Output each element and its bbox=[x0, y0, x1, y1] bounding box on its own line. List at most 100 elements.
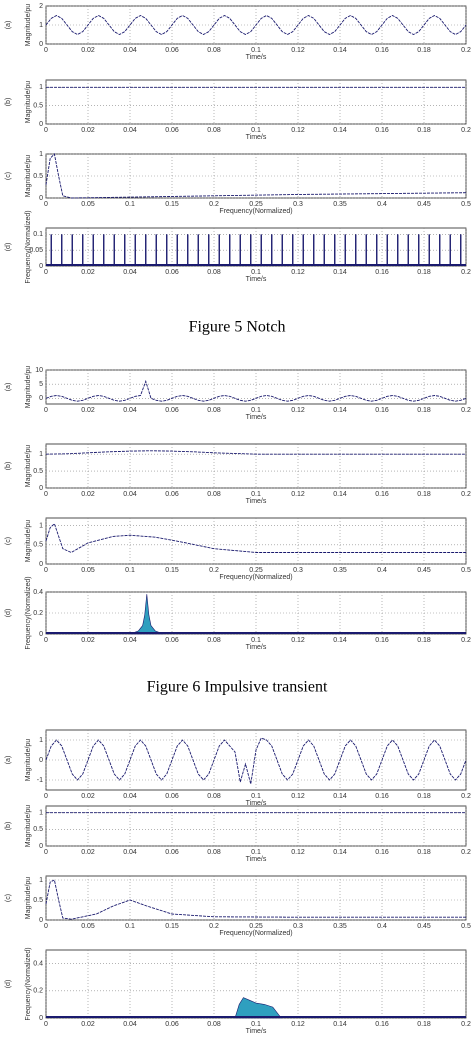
x-tick-label: 0.5 bbox=[461, 201, 471, 208]
x-tick-label: 0.45 bbox=[417, 201, 431, 208]
x-tick-label: 0.18 bbox=[417, 407, 431, 414]
y-tick-label: 0.5 bbox=[33, 826, 43, 833]
x-tick-label: 0.4 bbox=[377, 567, 387, 574]
x-tick-label: 0.2 bbox=[209, 567, 219, 574]
x-tick-label: 0.5 bbox=[461, 567, 471, 574]
x-tick-label: 0.16 bbox=[375, 1021, 389, 1028]
y-axis-label: Magnitude/pu bbox=[25, 366, 32, 409]
x-tick-label: 0.16 bbox=[375, 47, 389, 54]
x-tick-label: 0.3 bbox=[293, 201, 303, 208]
y-tick-label: 0.2 bbox=[33, 988, 43, 995]
x-tick-label: 0.15 bbox=[165, 567, 179, 574]
y-tick-label: 0.05 bbox=[29, 247, 43, 254]
y-tick-label: 0 bbox=[39, 757, 43, 764]
x-axis-label: Time/s bbox=[246, 276, 267, 283]
x-tick-label: 0.14 bbox=[333, 849, 347, 856]
y-tick-label: 0.5 bbox=[33, 103, 43, 110]
x-tick-label: 0.2 bbox=[209, 923, 219, 930]
x-tick-label: 0.18 bbox=[417, 491, 431, 498]
x-tick-label: 0 bbox=[44, 407, 48, 414]
x-tick-label: 0.35 bbox=[333, 923, 347, 930]
x-tick-label: 0.1 bbox=[251, 637, 261, 644]
x-tick-label: 0.16 bbox=[375, 849, 389, 856]
x-tick-label: 0.02 bbox=[81, 269, 95, 276]
y-axis-label: Frequency(Normalized) bbox=[25, 576, 32, 649]
x-tick-label: 0.2 bbox=[461, 407, 471, 414]
x-tick-label: 0.4 bbox=[377, 923, 387, 930]
y-axis-label: Magnitude/pu bbox=[25, 520, 32, 563]
x-tick-label: 0.5 bbox=[461, 923, 471, 930]
x-tick-label: 0.02 bbox=[81, 47, 95, 54]
y-tick-label: 0 bbox=[39, 41, 43, 48]
y-tick-label: 1 bbox=[39, 877, 43, 884]
x-tick-label: 0.04 bbox=[123, 407, 137, 414]
x-tick-label: 0.18 bbox=[417, 637, 431, 644]
panel-label: (c) bbox=[5, 894, 12, 902]
x-tick-label: 0.1 bbox=[125, 567, 135, 574]
x-axis-label: Frequency(Normalized) bbox=[219, 574, 292, 581]
x-tick-label: 0.06 bbox=[165, 127, 179, 134]
x-tick-label: 0.2 bbox=[461, 793, 471, 800]
x-tick-label: 0.08 bbox=[207, 127, 221, 134]
x-tick-label: 0.18 bbox=[417, 1021, 431, 1028]
x-tick-label: 0.35 bbox=[333, 567, 347, 574]
y-axis-label: Frequency(Normalized) bbox=[25, 947, 32, 1020]
x-tick-label: 0.1 bbox=[251, 127, 261, 134]
y-tick-label: 1 bbox=[39, 22, 43, 29]
x-tick-label: 0 bbox=[44, 567, 48, 574]
y-tick-label: 0 bbox=[39, 631, 43, 638]
x-tick-label: 0.2 bbox=[461, 637, 471, 644]
signal-line bbox=[45, 14, 467, 36]
y-tick-label: 5 bbox=[39, 381, 43, 388]
x-tick-label: 0.06 bbox=[165, 793, 179, 800]
x-tick-label: 0.16 bbox=[375, 637, 389, 644]
y-axis-label: Magnitude/pu bbox=[25, 4, 32, 47]
y-tick-label: 1 bbox=[39, 84, 43, 91]
x-tick-label: 0.04 bbox=[123, 47, 137, 54]
x-tick-label: 0.14 bbox=[333, 1021, 347, 1028]
x-tick-label: 0.08 bbox=[207, 47, 221, 54]
x-tick-label: 0.05 bbox=[81, 923, 95, 930]
x-tick-label: 0.06 bbox=[165, 1021, 179, 1028]
x-tick-label: 0.16 bbox=[375, 793, 389, 800]
x-tick-label: 0.16 bbox=[375, 127, 389, 134]
contour-area bbox=[234, 997, 282, 1019]
x-tick-label: 0 bbox=[44, 1021, 48, 1028]
x-tick-label: 0.04 bbox=[123, 637, 137, 644]
x-tick-label: 0.1 bbox=[251, 407, 261, 414]
x-tick-label: 0.18 bbox=[417, 793, 431, 800]
y-axis-label: Magnitude/pu bbox=[25, 739, 32, 782]
x-tick-label: 0.14 bbox=[333, 407, 347, 414]
x-axis-label: Frequency(Normalized) bbox=[219, 208, 292, 215]
x-tick-label: 0.14 bbox=[333, 127, 347, 134]
x-tick-label: 0.25 bbox=[249, 567, 263, 574]
y-tick-label: 1 bbox=[39, 151, 43, 158]
y-axis-label: Magnitude/pu bbox=[25, 877, 32, 920]
x-tick-label: 0.04 bbox=[123, 793, 137, 800]
x-tick-label: 0.1 bbox=[251, 491, 261, 498]
x-tick-label: 0.1 bbox=[251, 849, 261, 856]
signal-line bbox=[45, 522, 466, 554]
y-tick-label: 0.5 bbox=[33, 468, 43, 475]
x-tick-label: 0.12 bbox=[291, 849, 305, 856]
x-tick-label: 0 bbox=[44, 637, 48, 644]
x-tick-label: 0.14 bbox=[333, 269, 347, 276]
x-axis-label: Time/s bbox=[246, 414, 267, 421]
x-axis-label: Time/s bbox=[246, 644, 267, 651]
x-tick-label: 0.04 bbox=[123, 849, 137, 856]
x-tick-label: 0.18 bbox=[417, 849, 431, 856]
x-tick-label: 0.04 bbox=[123, 127, 137, 134]
x-tick-label: 0.08 bbox=[207, 407, 221, 414]
y-tick-label: 0.5 bbox=[33, 542, 43, 549]
y-tick-label: 0 bbox=[39, 263, 43, 270]
x-tick-label: 0.2 bbox=[461, 491, 471, 498]
y-axis-label: Frequency(Normalized) bbox=[25, 210, 32, 283]
x-tick-label: 0.45 bbox=[417, 923, 431, 930]
x-tick-label: 0.08 bbox=[207, 793, 221, 800]
y-axis-label: Magnitude/pu bbox=[25, 155, 32, 198]
x-tick-label: 0.02 bbox=[81, 849, 95, 856]
x-tick-label: 0.12 bbox=[291, 269, 305, 276]
x-tick-label: 0.05 bbox=[81, 201, 95, 208]
x-tick-label: 0.16 bbox=[375, 491, 389, 498]
x-tick-label: 0.12 bbox=[291, 127, 305, 134]
